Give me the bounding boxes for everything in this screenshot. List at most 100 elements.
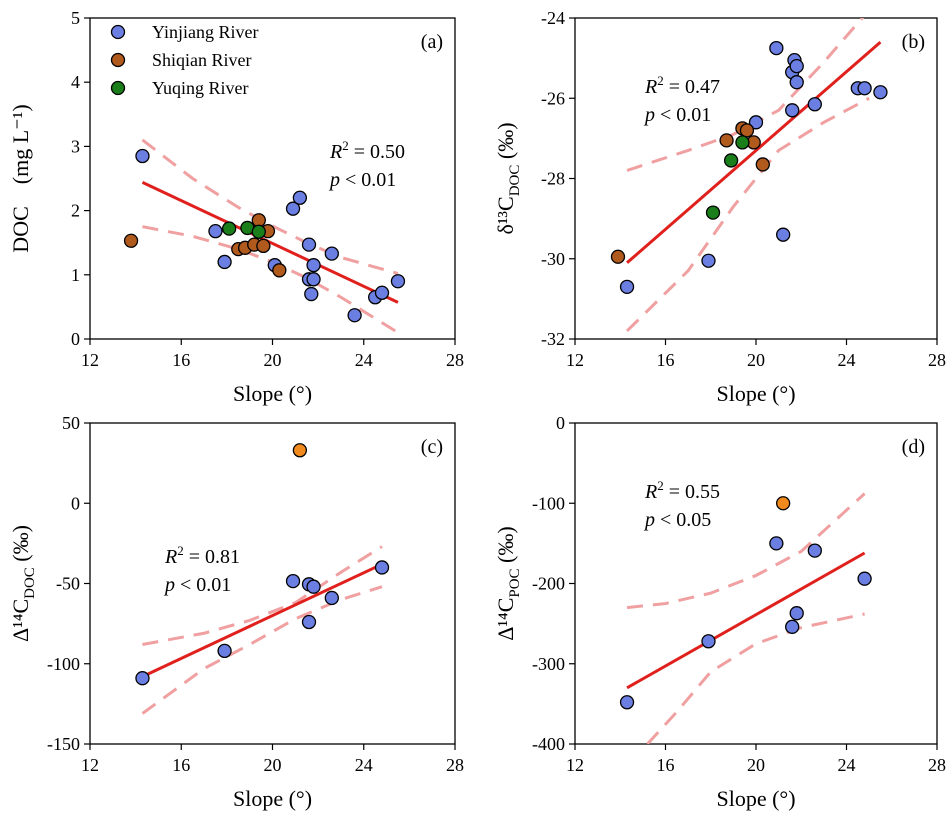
x-tick-label: 28 [928,755,946,775]
y-tick-label: -26 [541,88,565,108]
data-point [857,81,872,96]
data-point [701,634,716,649]
data-point [701,253,716,268]
data-point [324,246,339,261]
regression-line [626,551,866,690]
x-tick-label: 24 [838,755,856,775]
series-yuqing-river [705,135,750,220]
data-point [807,97,822,112]
y-tick-label: -150 [47,734,80,754]
data-point [135,671,150,686]
y-tick-label: 0 [556,413,565,433]
regression-line [626,40,882,264]
data-point [374,560,390,575]
data-point [301,237,317,252]
ci-upper-line [142,545,383,646]
data-point [292,190,308,205]
r-squared-text: R2 = 0.50 [329,138,405,163]
panel-label: (b) [902,31,925,53]
legend: Yinjiang River Shiqian River Yuqing River [110,22,259,98]
data-point [785,103,800,118]
data-point [719,133,734,148]
y-axis-label: δ¹³CDOC (‰) [493,122,523,234]
data-point [769,536,784,551]
data-point [256,238,271,254]
x-tick-label: 24 [355,755,373,775]
data-point [135,148,150,164]
data-point [208,223,223,239]
y-tick-label: -100 [47,654,80,674]
data-point [789,59,804,74]
data-point [272,263,287,278]
regression-line [141,180,399,304]
data-point [739,123,755,138]
plot-frame [89,17,456,340]
series-yinjiang-river [619,536,872,710]
regression-line [141,562,383,678]
data-point [222,221,237,236]
x-tick-label: 16 [172,755,190,775]
legend-label: Shiqian River [152,50,252,70]
data-point [306,272,321,287]
y-tick-label: 5 [71,8,80,28]
y-tick-label: 0 [71,329,80,349]
panel-label: (d) [902,436,925,458]
data-point [735,135,750,150]
data-point [873,85,888,100]
data-point [217,254,232,270]
y-tick-label: -32 [541,329,565,349]
x-tick-label: 16 [657,350,675,370]
data-point [324,590,339,606]
y-axis-label: Δ¹⁴CDOC (‰) [8,525,38,642]
data-point [789,75,804,90]
series-outlier [776,496,791,511]
data-point [374,285,390,300]
ci-lower-line [646,612,865,744]
panel-d: 12 16 20 24 28 -400 -300 -200 -100 0 Slope (°) Δ¹⁴C… [493,413,946,811]
data-point [217,643,232,659]
data-point [292,443,308,458]
data-point [285,573,301,589]
y-tick-label: 0 [71,493,80,513]
x-tick-label: 16 [172,350,190,370]
y-tick-label: -30 [541,249,565,269]
x-axis-label: Slope (°) [233,381,312,406]
data-point [723,153,739,168]
y-tick-label: -28 [541,169,565,189]
x-axis-label: Slope (°) [233,786,312,811]
p-value-text: p < 0.05 [643,509,711,531]
x-tick-label: 12 [566,350,584,370]
panel-label: (a) [421,31,443,53]
data-point [769,40,784,56]
x-tick-label: 12 [81,350,99,370]
ci-upper-line [626,492,866,610]
r-squared-text: R2 = 0.47 [644,73,720,98]
data-point [785,619,800,634]
x-tick-label: 12 [81,755,99,775]
data-point [748,115,764,130]
x-tick-label: 28 [446,755,464,775]
legend-marker [110,80,126,96]
series-yinjiang-river [619,40,888,294]
panel-label: (c) [421,436,443,458]
data-point [619,279,635,294]
data-point [304,286,319,302]
x-tick-label: 24 [838,350,856,370]
y-tick-label: -300 [532,654,565,674]
legend-label: Yinjiang River [152,22,259,42]
r-squared-text: R2 = 0.55 [644,478,720,503]
data-point [610,249,626,264]
data-point [776,227,791,242]
x-tick-label: 28 [446,350,464,370]
y-tick-label: -200 [532,574,565,594]
y-tick-label: -50 [56,574,80,594]
legend-marker [110,52,126,68]
y-axis-label: Δ¹⁴CPOC (‰) [493,526,523,640]
data-point [301,614,317,630]
x-tick-label: 20 [747,350,765,370]
series-shiqian-river [123,213,287,278]
x-axis-label: Slope (°) [716,786,795,811]
series-outlier [292,443,308,458]
data-point [347,308,362,323]
